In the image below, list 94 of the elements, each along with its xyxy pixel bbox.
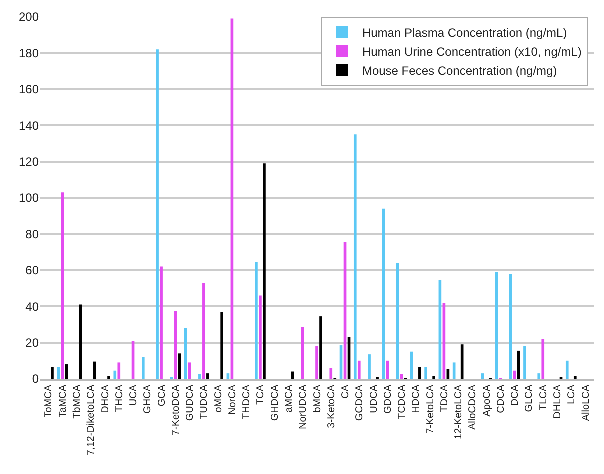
- x-tick-label: DHLCA: [552, 384, 564, 419]
- x-tick-label: THDCA: [242, 384, 253, 420]
- legend-label: Mouse Feces Concentration (ng/mg): [362, 64, 558, 78]
- bar: [220, 312, 224, 379]
- y-tick-label: 200: [18, 10, 40, 24]
- bar: [424, 367, 428, 379]
- y-tick-label: 60: [26, 264, 40, 278]
- x-tick-label: bMCA: [312, 384, 324, 413]
- bar: [206, 374, 210, 379]
- x-tick-label: oMCA: [213, 384, 224, 413]
- x-tick-label: GHDCA: [270, 384, 281, 422]
- bar: [188, 362, 192, 379]
- x-tick-label: TCA: [256, 384, 267, 405]
- bar: [301, 327, 304, 379]
- bar: [574, 376, 577, 379]
- bar: [160, 266, 163, 379]
- x-tick-label: TLCA: [538, 384, 550, 411]
- x-tick-label: NorCA: [227, 384, 238, 416]
- x-tick-label: NorUDCA: [298, 384, 310, 430]
- bar: [255, 262, 258, 379]
- bar: [108, 376, 110, 379]
- bar: [51, 367, 54, 379]
- x-tick-label: GDCA: [382, 384, 394, 414]
- x-tick-label: HDCA: [411, 384, 422, 414]
- x-tick-label: 3-KetoCA: [326, 384, 338, 428]
- y-tick-label: 40: [26, 300, 40, 314]
- bar: [93, 362, 96, 379]
- bar: [517, 350, 520, 379]
- x-tick-label: ToMCA: [44, 384, 55, 418]
- bar: [65, 364, 68, 379]
- y-tick-label: 100: [18, 191, 40, 206]
- bar: [566, 360, 569, 379]
- x-tick-label: 7,12-DiketoLCA: [86, 384, 98, 456]
- bar: [316, 346, 318, 379]
- x-tick-label: TbMCA: [72, 384, 83, 419]
- bar: [418, 367, 422, 379]
- x-tick-label: 7-KetoDCA: [170, 384, 182, 436]
- x-tick-label: aMCA: [284, 384, 295, 413]
- x-tick-label: LCA: [566, 384, 578, 404]
- bar: [142, 357, 145, 379]
- legend-label: Human Plasma Concentration (ng/mL): [362, 26, 568, 40]
- y-tick-label: 20: [26, 336, 40, 350]
- x-tick-label: TDCA: [439, 384, 450, 412]
- bar: [542, 339, 545, 379]
- x-tick-label: ApoCA: [482, 384, 493, 417]
- bar: [114, 370, 117, 379]
- y-tick-label: 140: [18, 118, 40, 133]
- bar: [198, 374, 202, 379]
- bar: [354, 134, 357, 379]
- y-tick-label: 120: [18, 155, 40, 169]
- x-tick-label: TUDCA: [199, 384, 210, 420]
- bar: [432, 376, 436, 379]
- x-tick-label: 7-KetoLCA: [425, 384, 436, 434]
- y-tick-label: 160: [18, 82, 40, 97]
- x-tick-label: GCA: [156, 384, 168, 407]
- bar: [452, 362, 456, 379]
- bar: [481, 374, 484, 379]
- y-tick-label: 80: [26, 227, 40, 242]
- x-tick-label: DCA: [510, 384, 522, 406]
- x-tick-label: GLCA: [524, 384, 536, 412]
- bar: [524, 346, 526, 379]
- x-tick-label: AlloLCA: [580, 384, 592, 422]
- bar: [263, 164, 266, 379]
- bar: [202, 283, 206, 379]
- x-tick-label: AlloCDCA: [468, 384, 479, 430]
- x-tick-label: UDCA: [368, 384, 380, 414]
- bar: [61, 192, 64, 379]
- bar: [259, 296, 262, 379]
- x-tick-label: CA: [340, 384, 352, 399]
- x-tick-label: DHCA: [100, 384, 112, 414]
- bar: [330, 368, 333, 379]
- x-tick-label: GCDCA: [354, 384, 366, 422]
- y-tick-label: 0: [32, 372, 40, 386]
- x-tick-label: TCDCA: [397, 384, 408, 420]
- bar: [538, 374, 541, 379]
- x-tick-label: TaMCA: [58, 384, 69, 418]
- x-tick-label: THCA: [114, 384, 126, 412]
- bar: [358, 360, 361, 379]
- x-tick-label: 12-KetoLCA: [454, 384, 465, 440]
- bar: [320, 316, 322, 379]
- x-tick-label: UCA: [128, 384, 140, 406]
- x-tick-label: GHCA: [142, 384, 154, 414]
- x-tick-label: CDCA: [496, 384, 507, 414]
- bar: [509, 274, 512, 379]
- bar: [156, 50, 159, 379]
- bar: [410, 352, 414, 379]
- bar: [513, 370, 516, 379]
- bar: [226, 374, 230, 379]
- bar: [57, 367, 60, 379]
- x-tick-label: GUDCA: [185, 384, 196, 422]
- bar: [368, 354, 371, 379]
- y-tick-label: 180: [18, 46, 40, 60]
- legend-label: Human Urine Concentration (x10, ng/mL): [362, 45, 582, 60]
- bar: [118, 362, 121, 379]
